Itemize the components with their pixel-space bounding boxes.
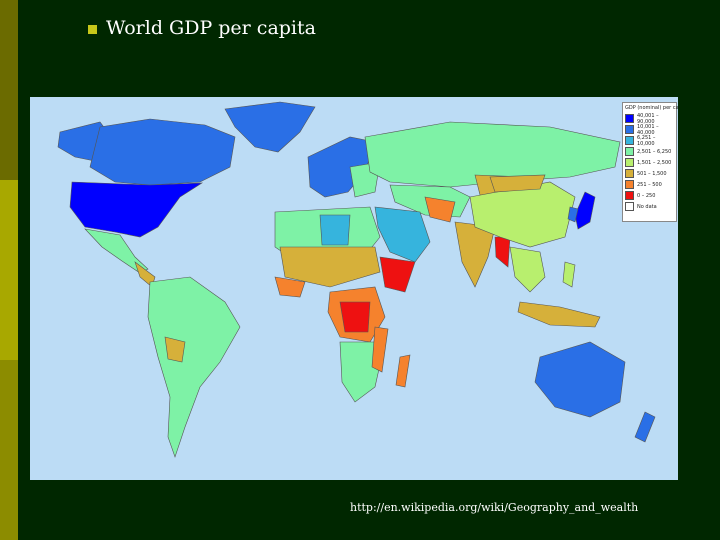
- region-drc: [339, 301, 371, 333]
- world-map: GDP (nominal) per capita 40,001 – 90,000…: [30, 97, 678, 480]
- legend-swatch: [625, 147, 634, 156]
- legend-label: No data: [637, 203, 657, 210]
- legend-label: 40,001 – 90,000: [637, 112, 659, 125]
- legend-item: 0 – 250: [625, 190, 674, 201]
- bullet-icon: [88, 25, 97, 34]
- legend-item: 251 – 500: [625, 179, 674, 190]
- region-australia: [534, 341, 626, 418]
- region-china: [469, 181, 576, 248]
- legend-item: 10,001 – 40,000: [625, 123, 674, 136]
- map-legend: GDP (nominal) per capita 40,001 – 90,000…: [622, 102, 678, 222]
- region-west-africa: [274, 276, 306, 298]
- legend-item: 501 – 1,500: [625, 168, 674, 179]
- region-bolivia: [164, 336, 186, 363]
- region-south-america: [147, 276, 241, 458]
- region-japan: [574, 191, 596, 230]
- legend-swatch: [625, 136, 634, 145]
- legend-label: 10,001 – 40,000: [637, 123, 659, 136]
- legend-swatch: [625, 169, 634, 178]
- legend-label: 1,501 – 2,500: [637, 159, 672, 166]
- region-madagascar: [395, 354, 411, 388]
- region-myanmar: [494, 236, 511, 268]
- region-mongolia: [489, 174, 546, 193]
- legend-swatch: [625, 191, 634, 200]
- legend-item: No data: [625, 201, 674, 212]
- legend-swatch: [625, 125, 634, 134]
- legend-rows: 40,001 – 90,000 10,001 – 40,000 6,251 – 10…: [625, 113, 674, 212]
- region-libya: [319, 214, 351, 246]
- source-link[interactable]: http://en.wikipedia.org/wiki/Geography_a…: [350, 501, 639, 514]
- legend-label: 2,501 – 6,250: [637, 148, 672, 155]
- legend-swatch: [625, 180, 634, 189]
- region-usa: [69, 181, 204, 238]
- legend-swatch: [625, 202, 634, 211]
- region-indonesia: [517, 301, 601, 328]
- legend-swatch: [625, 158, 634, 167]
- legend-item: 2,501 – 6,250: [625, 146, 674, 157]
- map-shapes: [57, 101, 656, 458]
- left-stripe-bottom: [0, 360, 18, 540]
- region-greenland: [224, 101, 316, 153]
- region-canada: [89, 118, 236, 186]
- left-stripe-middle: [0, 180, 18, 360]
- region-middle-east: [374, 206, 431, 263]
- legend-label: 0 – 250: [637, 192, 656, 199]
- legend-swatch: [625, 114, 634, 123]
- region-sahel: [279, 246, 381, 288]
- region-russia: [364, 121, 621, 188]
- region-se-asia: [509, 246, 546, 293]
- legend-label: 251 – 500: [637, 181, 662, 188]
- region-korea: [567, 206, 579, 223]
- legend-title: GDP (nominal) per capita: [625, 105, 678, 111]
- left-stripe-top: [0, 0, 18, 180]
- legend-item: 1,501 – 2,500: [625, 157, 674, 168]
- legend-label: 501 – 1,500: [637, 170, 667, 177]
- region-philippines: [562, 261, 576, 288]
- legend-item: 40,001 – 90,000: [625, 112, 674, 125]
- legend-label: 6,251 – 10,000: [637, 134, 656, 147]
- region-mozambique: [371, 326, 389, 373]
- slide-title: World GDP per capita: [106, 17, 316, 39]
- region-horn-of-africa: [379, 256, 416, 293]
- region-afghanistan: [424, 196, 456, 223]
- region-new-zealand: [634, 411, 656, 443]
- legend-item: 6,251 – 10,000: [625, 134, 674, 147]
